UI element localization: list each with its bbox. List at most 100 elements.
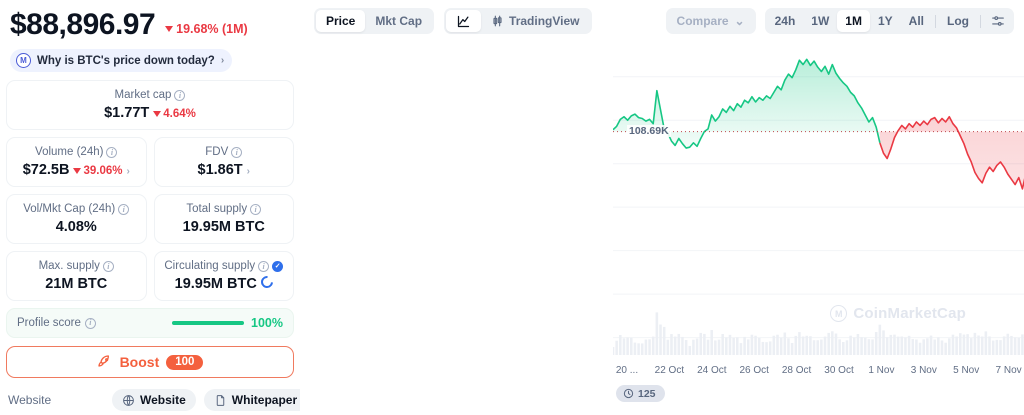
profile-score-label: Profile score [17, 317, 81, 329]
stat-card-row: Max. supply i 21M BTC Circulating supply… [6, 251, 294, 301]
stat-card-volume-24h[interactable]: Volume (24h) i $72.5B 39.06% › [6, 137, 147, 187]
range-24h[interactable]: 24h [774, 14, 796, 28]
info-icon[interactable]: i [250, 204, 262, 215]
compare-dropdown[interactable]: Compare ⌄ [665, 8, 756, 34]
stat-card-label: Volume (24h) i [15, 145, 138, 160]
x-tick: 3 Nov [910, 365, 937, 376]
market-cap-value: $1.77T [104, 105, 150, 121]
range-1y[interactable]: 1Y [877, 14, 893, 28]
stat-card-label: Max. supply i [15, 259, 138, 274]
stat-card-row: Volume (24h) i $72.5B 39.06% › FDV [6, 137, 294, 187]
market-cap-label: Market cap [114, 89, 172, 101]
price-chart-svg [613, 58, 1024, 355]
line-chart-icon [457, 15, 470, 27]
tab-price[interactable]: Price [316, 10, 366, 32]
chart-type-toggle: TradingView [444, 8, 592, 34]
profile-score-meter: 100% [172, 316, 283, 330]
chevron-right-icon: › [220, 55, 225, 66]
cmc-logo-icon: M [16, 53, 31, 68]
sliders-icon [992, 16, 1004, 26]
stat-card-value: 21M BTC [15, 276, 138, 292]
panel-divider [300, 0, 301, 415]
why-price-down-button[interactable]: M Why is BTC's price down today? › [10, 49, 233, 72]
divider [980, 14, 981, 28]
tab-mkt-cap[interactable]: Mkt Cap [375, 14, 423, 28]
caret-down-icon [73, 168, 82, 174]
chevron-right-icon[interactable]: › [126, 166, 130, 177]
chevron-right-icon[interactable]: › [246, 166, 250, 177]
price-change-badge: 19.68% (1M) [165, 22, 248, 42]
document-icon [216, 394, 225, 406]
stat-card-value: 19.95M BTC [163, 273, 286, 292]
x-tick: 7 Nov [995, 365, 1022, 376]
boost-button[interactable]: Boost 100 [6, 346, 294, 378]
boost-count-badge: 100 [166, 354, 204, 370]
info-icon[interactable]: i [118, 204, 130, 215]
circulating-supply-value: 19.95M BTC [174, 276, 257, 292]
tradingview-button[interactable]: TradingView [481, 10, 589, 32]
x-tick: 20 ... [615, 365, 639, 376]
stat-card-max-supply[interactable]: Max. supply i 21M BTC [6, 251, 147, 301]
candle-count-badge[interactable]: 125 [616, 385, 665, 402]
boost-label: Boost [119, 354, 160, 370]
fdv-label: FDV [205, 146, 229, 158]
range-1w[interactable]: 1W [811, 14, 830, 28]
stat-card-market-cap[interactable]: Market cap i $1.77T 4.64% [6, 80, 294, 130]
whitepaper-link-label: Whitepaper [231, 393, 298, 407]
x-tick: 24 Oct [697, 365, 727, 376]
info-icon[interactable]: i [84, 317, 96, 329]
chart-panel: Price Mkt Cap TradingView [300, 0, 1024, 415]
stat-card-label: Total supply i [163, 202, 286, 217]
x-tick: 22 Oct [654, 365, 685, 376]
stat-card-vol-mkt-cap[interactable]: Vol/Mkt Cap (24h) i 4.08% [6, 194, 147, 244]
links-row: Website Website Whitepaper ⌄ [6, 389, 323, 411]
whitepaper-link-chip[interactable]: Whitepaper ⌄ [203, 389, 323, 411]
globe-icon [123, 394, 134, 406]
clock-icon [623, 388, 634, 399]
price-line-down [879, 115, 1024, 190]
chart-metric-toggle: Price Mkt Cap [314, 8, 435, 34]
chart-type-line-button[interactable] [446, 10, 482, 32]
volume-value: $72.5B [22, 162, 70, 178]
area-fill-down [879, 116, 1024, 189]
fdv-value: $1.86T [197, 162, 243, 178]
supply-progress-ring-icon [258, 273, 276, 291]
why-price-down-label: Why is BTC's price down today? [37, 54, 215, 67]
rocket-icon [97, 355, 109, 367]
stat-card-circulating-supply[interactable]: Circulating supply i ✓ 19.95M BTC [153, 251, 294, 301]
verified-check-icon: ✓ [272, 261, 284, 272]
stat-card-label: Market cap i [15, 88, 285, 103]
stat-card-value: 4.08% [15, 219, 138, 235]
info-icon[interactable]: i [102, 261, 114, 272]
profile-score-card[interactable]: Profile score i 100% [6, 308, 294, 338]
price-chart[interactable]: 108.69K [613, 55, 1024, 355]
chart-toolbar: Price Mkt Cap TradingView [314, 8, 1014, 34]
links-row-label: Website [8, 393, 52, 407]
stats-panel: $88,896.97 19.68% (1M) M Why is BTC's pr… [0, 0, 323, 415]
area-fill-up [613, 59, 880, 149]
stat-card-total-supply[interactable]: Total supply i 19.95M BTC [153, 194, 294, 244]
chart-settings-button[interactable] [984, 14, 1012, 28]
toolbar-right: Compare ⌄ 24h 1W 1M 1Y All Log [665, 8, 1014, 34]
x-axis: 20 ... 22 Oct 24 Oct 26 Oct 28 Oct 30 Oct 1 No… [613, 365, 1024, 381]
info-icon[interactable]: i [174, 90, 186, 101]
info-icon[interactable]: i [231, 147, 243, 158]
website-link-chip[interactable]: Website [112, 389, 196, 411]
x-tick: 5 Nov [953, 365, 980, 376]
stat-card-label: Vol/Mkt Cap (24h) i [15, 202, 138, 217]
info-icon[interactable]: i [258, 261, 270, 272]
compare-label: Compare [676, 14, 729, 28]
total-supply-value: 19.95M BTC [182, 219, 265, 235]
range-all[interactable]: All [908, 14, 924, 28]
tradingview-label: TradingView [509, 14, 580, 28]
price-change-value: 19.68% (1M) [176, 22, 248, 36]
caret-down-icon [165, 26, 174, 32]
range-1m[interactable]: 1M [837, 10, 870, 32]
info-icon[interactable]: i [106, 147, 118, 158]
max-supply-label: Max. supply [38, 260, 100, 272]
stat-card-fdv[interactable]: FDV i $1.86T › [153, 137, 294, 187]
stat-card-value: 19.95M BTC [163, 219, 286, 235]
log-scale-toggle[interactable]: Log [947, 14, 969, 28]
caret-down-icon [153, 111, 162, 117]
